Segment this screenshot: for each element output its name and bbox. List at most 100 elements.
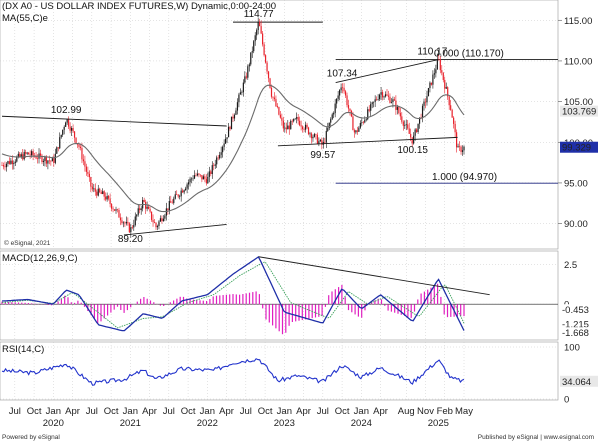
candle-body [11,160,13,165]
candle-body [324,142,326,143]
candle-body [424,101,427,103]
candle-body [97,188,99,196]
candle-body [384,94,387,97]
candle-body [121,220,123,224]
candle-body [131,227,133,228]
candle-body [73,131,76,138]
candle-body [251,51,253,53]
candle-body [153,222,156,223]
candle-body [433,73,435,75]
candle-body [109,198,111,204]
candle-body [227,126,230,138]
fib-level-1-label: 1.000 (94.970) [432,172,497,183]
candle-body [328,122,330,129]
candle-body [333,113,335,115]
candle-body [229,126,231,130]
candle-body [416,129,418,132]
candle-body [257,22,259,31]
candle-body [100,192,102,194]
candle-body [451,109,453,118]
candle-body [158,221,160,226]
candle-body [279,114,281,118]
candle-body [177,194,179,197]
candle-body [336,98,338,104]
candle-body [23,152,25,160]
price-tick-label: 115.00 [564,16,592,27]
x-tick-label: Jul [240,406,252,417]
candle-body [112,208,114,210]
candle-body [392,99,394,103]
candle-body [454,123,456,133]
candle-body [417,123,419,132]
candle-body [88,173,90,178]
candle-body [36,158,39,160]
candle-body [330,119,332,123]
candle-body [90,177,92,187]
candle-body [264,55,267,63]
candle-body [84,161,86,167]
candle-body [294,118,296,120]
candle-body [376,99,378,100]
candle-body [31,151,33,156]
candle-body [235,110,237,115]
candle-body [56,147,58,154]
candle-body [386,94,388,96]
candle-body [450,105,452,110]
candle-body [260,26,262,34]
candle-body [60,134,62,138]
candle-body [445,87,447,89]
candle-body [125,221,127,224]
candle-body [266,62,268,72]
price-panel-frame [0,0,559,250]
candle-body [435,69,437,74]
candle-body [44,157,46,161]
candle-body [140,208,142,211]
candle-body [370,104,372,111]
candle-body [313,134,316,137]
candle-body [355,130,357,133]
candle-body [16,157,18,162]
candle-body [463,146,465,151]
candle-body [343,87,345,92]
price-tick-label: 90.00 [564,219,588,230]
candle-body [124,222,126,224]
candle-body [210,171,212,175]
candle-body [168,201,170,211]
candle-body [276,106,279,108]
candle-body [79,146,82,149]
price-annotation: 107.34 [327,69,358,80]
candle-body [319,139,321,142]
candle-body [404,125,406,126]
price-tick-label: 110.00 [564,56,592,67]
candle-body [239,92,242,95]
candle-body [42,160,45,163]
candle-body [174,194,176,199]
candle-body [301,126,304,130]
x-tick-label: Jan [277,406,292,417]
candle-body [436,59,438,70]
rsi-panel: 100 0 34.064 [0,343,598,406]
macd-value-box [560,304,598,316]
candle-body [364,119,366,123]
candle-body [288,125,290,130]
candle-body [146,206,148,209]
candle-body [94,188,96,192]
candle-body [28,152,30,155]
candle-body [99,188,101,193]
ma-label: MA(55,C)e [2,13,48,24]
candle-body [325,130,327,143]
candle-body [297,117,299,121]
candle-body [247,66,249,78]
candle-body [315,134,317,135]
copyright-text: © eSignal, 2021 [4,239,51,247]
candle-body [411,137,413,144]
x-tick-label: Jul [163,406,175,417]
candle-body [395,100,397,110]
candle-body [2,165,5,167]
candle-body [303,129,305,130]
candle-body [108,195,110,199]
x-year-label: 2022 [197,418,218,429]
price-annotation: 102.99 [51,105,82,116]
candle-body [248,64,250,67]
candle-body [244,76,246,83]
